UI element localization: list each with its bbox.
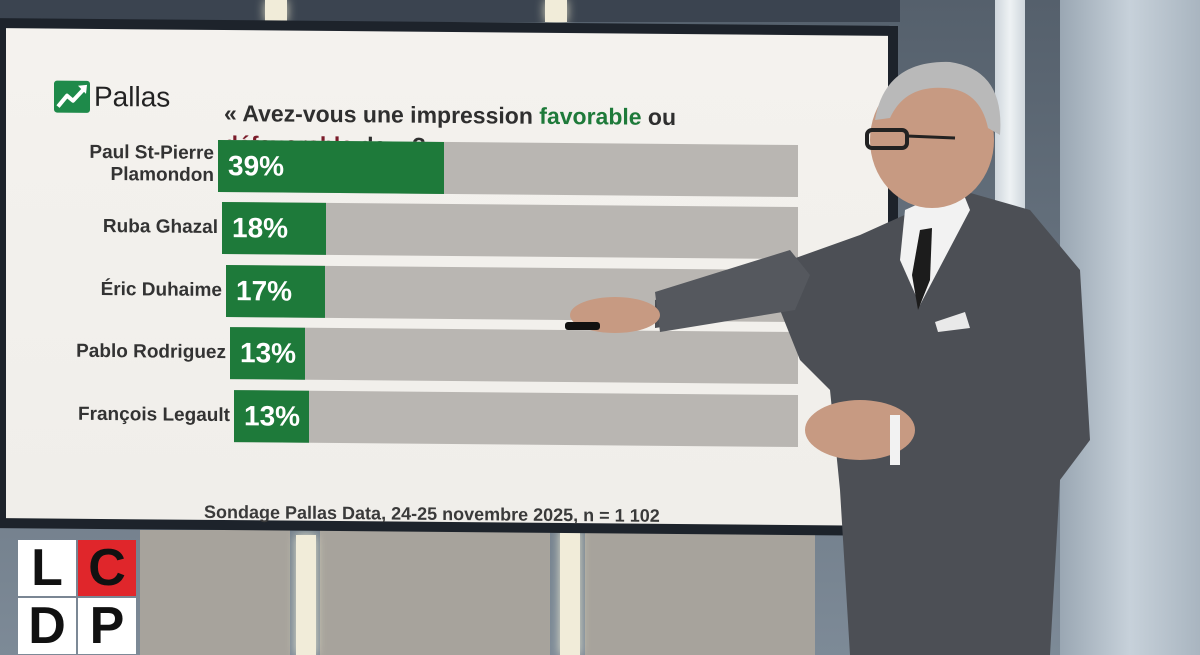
data-label: 13% bbox=[244, 400, 301, 432]
category-label: Éric Duhaime bbox=[101, 279, 222, 302]
bar: 39% bbox=[218, 139, 444, 194]
studio-light bbox=[545, 0, 567, 22]
data-label: 17% bbox=[236, 275, 293, 307]
pallas-logo: Pallas bbox=[54, 80, 171, 114]
category-label: Ruba Ghazal bbox=[103, 216, 218, 239]
category-label-line: Paul St-Pierre bbox=[89, 141, 214, 164]
category-label-line: Plamondon bbox=[110, 164, 214, 186]
channel-logo: L C D P bbox=[18, 540, 138, 655]
display-screen: Pallas « Avez-vous une impression favora… bbox=[0, 18, 898, 536]
category-label-line: François Legault bbox=[77, 403, 230, 427]
logo-letter-d: D bbox=[18, 598, 76, 654]
studio-panel bbox=[140, 530, 290, 655]
studio-light bbox=[265, 0, 287, 22]
presenter bbox=[565, 61, 1090, 655]
studio-panel bbox=[320, 530, 550, 655]
chart-panel: Pallas « Avez-vous une impression favora… bbox=[6, 28, 888, 526]
data-label: 39% bbox=[228, 150, 285, 182]
studio-light bbox=[560, 530, 580, 655]
chart-arrow-icon bbox=[54, 80, 90, 113]
bar: 13% bbox=[230, 327, 305, 380]
data-label: 13% bbox=[240, 337, 297, 369]
studio-light bbox=[296, 535, 316, 655]
category-label: François Legault bbox=[78, 404, 230, 427]
top-frame bbox=[0, 0, 900, 22]
data-label: 18% bbox=[232, 212, 289, 244]
logo-wordmark: Pallas bbox=[94, 80, 171, 113]
question-prefix: « Avez-vous une impression bbox=[224, 100, 540, 129]
bar: 17% bbox=[226, 265, 325, 318]
category-label-line: Ruba Ghazal bbox=[102, 215, 218, 238]
category-label-line: Éric Duhaime bbox=[100, 278, 222, 302]
logo-letter-c: C bbox=[78, 540, 136, 596]
bar-chart: Paul St-Pierre Plamondon 39% Ruba Ghazal 18%… bbox=[6, 28, 888, 448]
studio-panel bbox=[585, 530, 815, 655]
bar: 13% bbox=[234, 390, 309, 443]
logo-letter-p: P bbox=[78, 598, 136, 654]
category-label-line: Pablo Rodriguez bbox=[76, 340, 226, 364]
category-label: Pablo Rodriguez bbox=[76, 341, 226, 364]
logo-letter-l: L bbox=[18, 540, 76, 596]
category-label: Paul St-Pierre Plamondon bbox=[89, 142, 214, 187]
bar: 18% bbox=[222, 202, 326, 255]
